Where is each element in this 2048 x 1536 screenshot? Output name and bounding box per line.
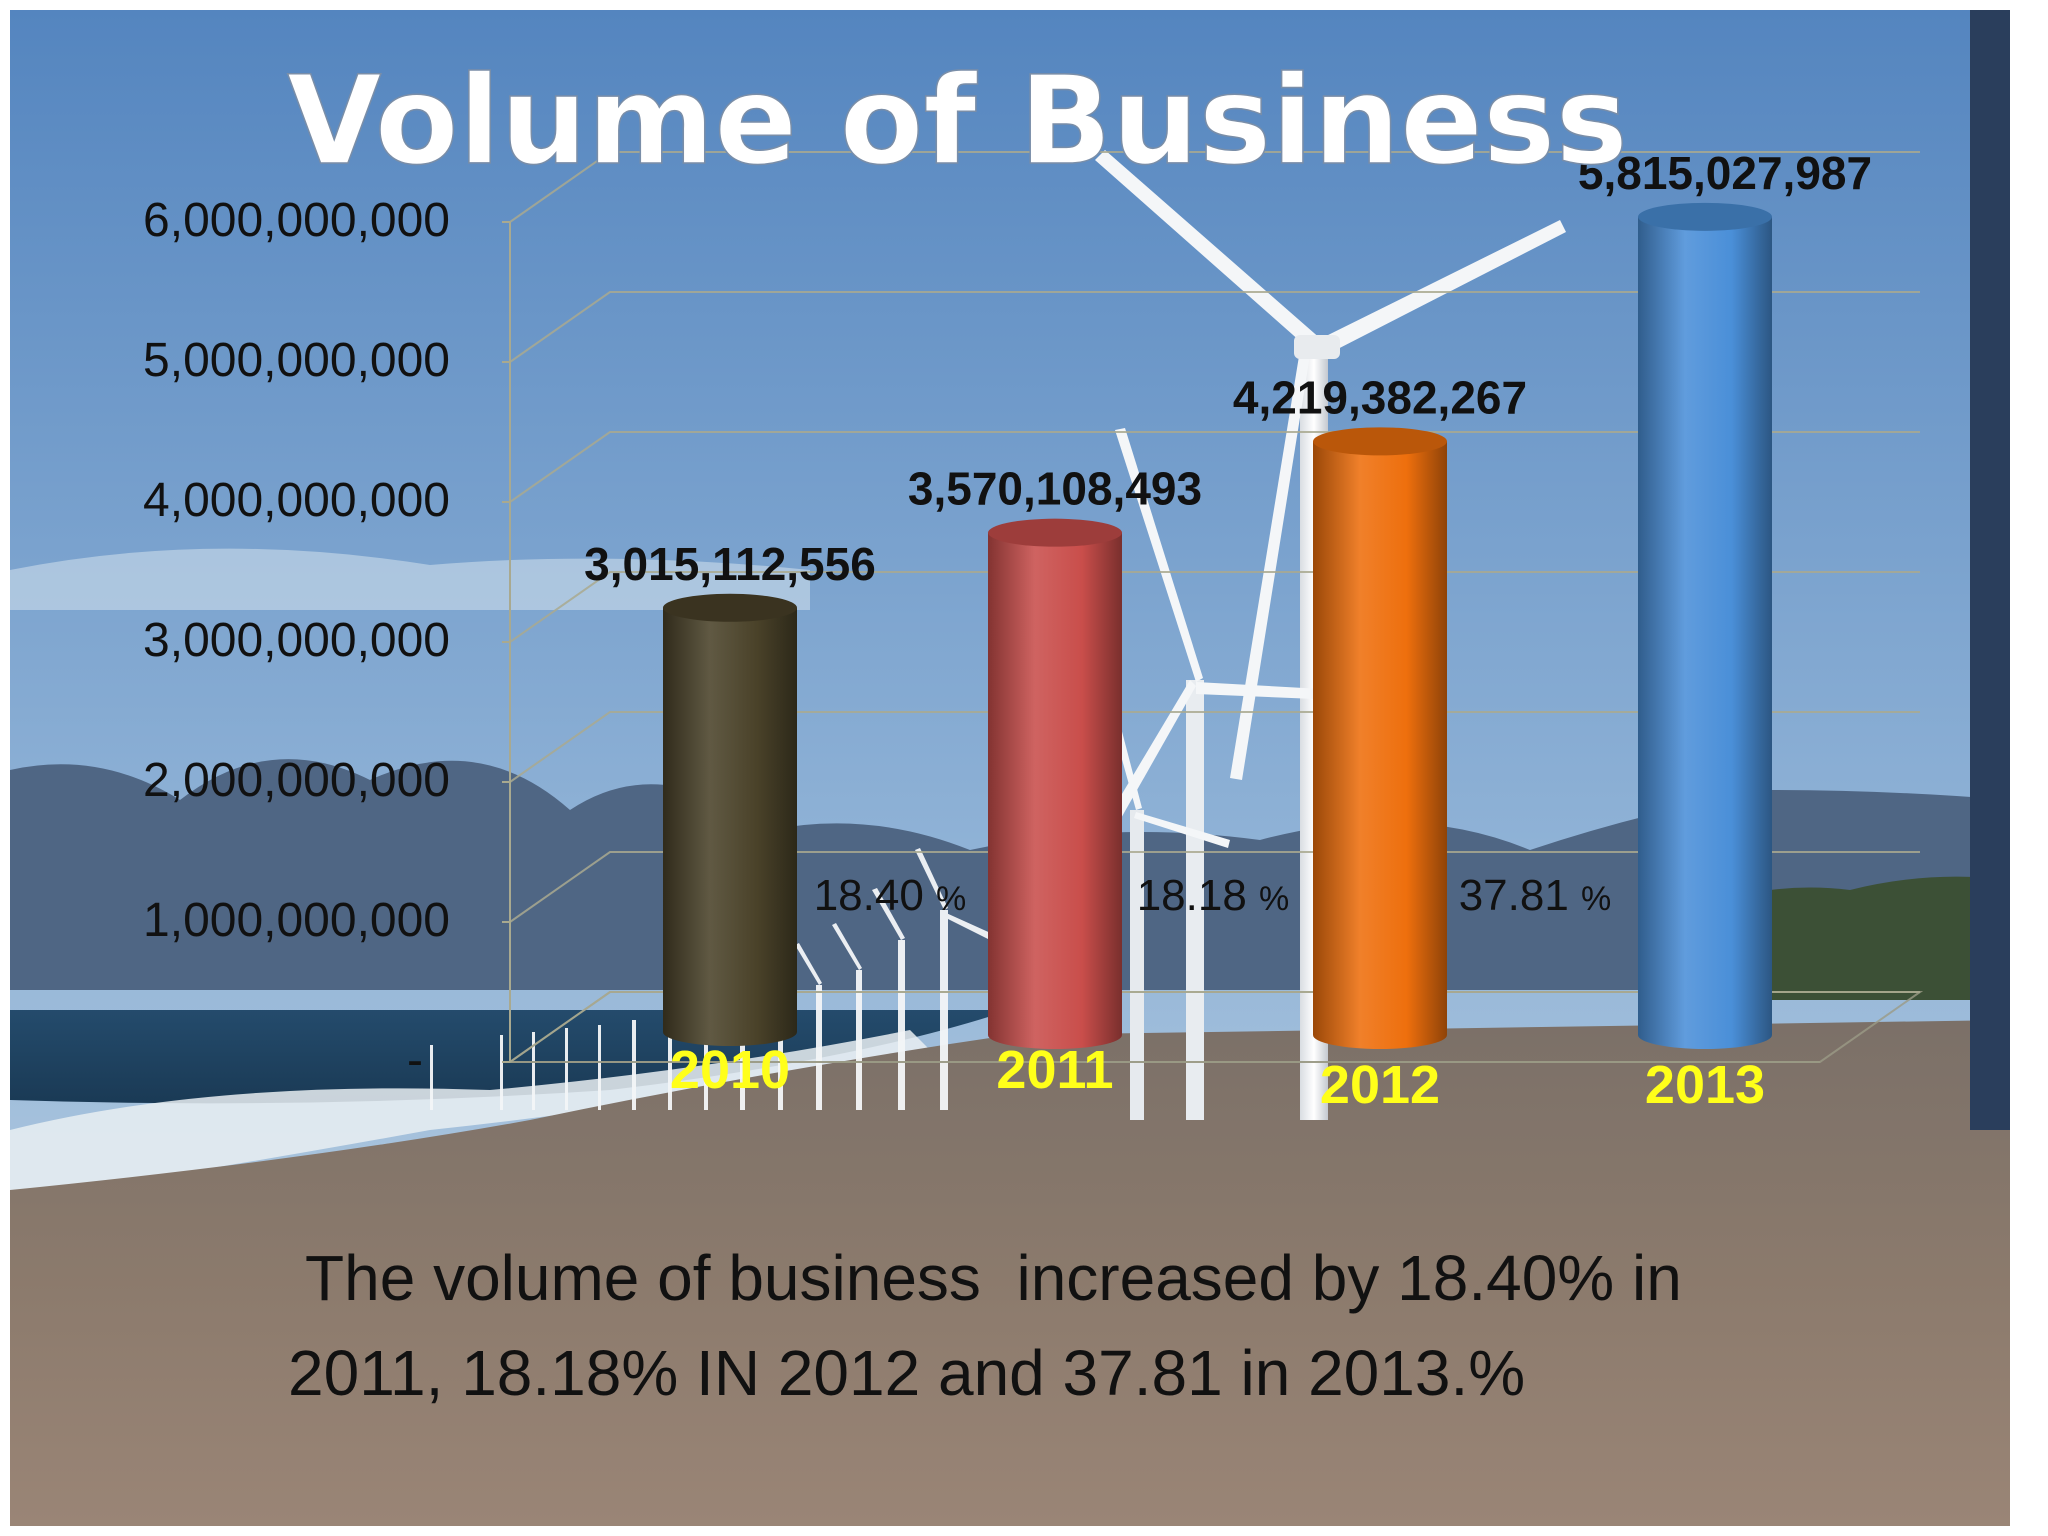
gridline [509, 431, 1920, 503]
growth-label: 37.81 % [1459, 871, 1612, 920]
bar-body [1638, 216, 1772, 1049]
caption-line-2: 2011, 18.18% IN 2012 and 37.81 in 2013.% [288, 1337, 1525, 1409]
value-label: 3,015,112,556 [584, 538, 876, 590]
value-label: 4,219,382,267 [1233, 371, 1527, 423]
category-label: 2013 [1645, 1055, 1765, 1115]
y-tick-label: 2,000,000,000 [143, 754, 450, 807]
bar-2012 [1313, 427, 1447, 1050]
bar-body [663, 607, 797, 1046]
category-label: 2010 [670, 1040, 790, 1100]
value-label: 5,815,027,987 [1578, 147, 1872, 199]
clouds [10, 548, 810, 610]
y-tick-label: - [407, 1034, 423, 1087]
y-tick-label: 1,000,000,000 [143, 894, 450, 947]
growth-label: 18.18 % [1137, 871, 1290, 920]
slide: - 1,000,000,000 2,000,000,000 3,000,000,000… [10, 10, 2010, 1526]
slide-title: Volume of Business [287, 50, 1628, 192]
bar-top [988, 518, 1122, 547]
value-label: 3,570,108,493 [908, 463, 1202, 515]
gridline [509, 711, 1920, 783]
pole [1970, 10, 2010, 1130]
gridline [509, 571, 1920, 643]
bar-2010 [663, 593, 797, 1046]
y-axis: - 1,000,000,000 2,000,000,000 3,000,000,000… [143, 194, 511, 1087]
bar-top [1638, 202, 1772, 231]
y-tick-label: 3,000,000,000 [143, 614, 450, 667]
gridline [509, 991, 1920, 1063]
category-label: 2012 [1320, 1055, 1440, 1115]
beach [10, 1020, 2010, 1526]
bar-top [1313, 427, 1447, 456]
bar-top [663, 593, 797, 622]
caption-line-1: The volume of business increased by 18.4… [305, 1242, 1682, 1314]
bar-2013 [1638, 202, 1772, 1049]
y-tick-label: 6,000,000,000 [143, 194, 450, 247]
y-tick-label: 5,000,000,000 [143, 334, 450, 387]
bar-body [988, 532, 1122, 1049]
chart-labels: 3,015,112,556 2010 3,570,108,493 2011 4,219,… [584, 147, 1872, 1115]
bar-body [1313, 441, 1447, 1050]
surf [10, 1030, 930, 1200]
category-label: 2011 [996, 1040, 1113, 1100]
chart-grid [506, 151, 1924, 1063]
gridline [509, 291, 1920, 363]
gridline [509, 151, 1920, 223]
growth-label: 18.40 % [814, 871, 967, 920]
bar-2011 [988, 518, 1122, 1049]
y-tick-label: 4,000,000,000 [143, 474, 450, 527]
volume-chart: - 1,000,000,000 2,000,000,000 3,000,000,000… [10, 10, 2010, 1526]
bars [663, 202, 1772, 1050]
gridline [509, 851, 1920, 923]
